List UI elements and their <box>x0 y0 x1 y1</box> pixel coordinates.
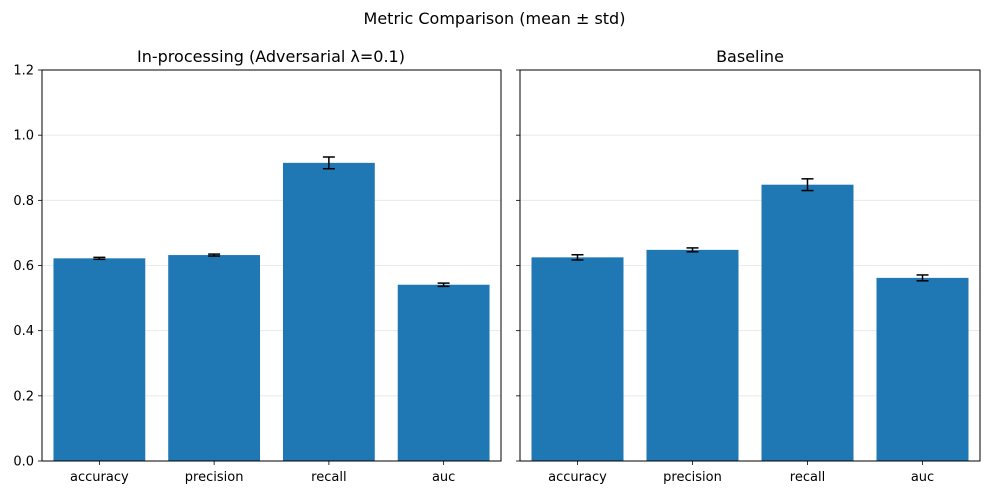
axes-frame <box>519 69 981 462</box>
bar-accuracy <box>531 257 624 461</box>
figure-title: Metric Comparison (mean ± std) <box>364 9 626 28</box>
error-bar-precision <box>686 247 699 253</box>
y-tick-label: 1.0 <box>13 129 34 144</box>
y-tick-label: 0.8 <box>13 194 34 209</box>
error-bar-auc <box>437 282 450 288</box>
x-tick-label-accuracy: accuracy <box>548 470 607 485</box>
y-tick-label: 0.6 <box>13 259 34 274</box>
x-tick-label-precision: precision <box>185 470 244 485</box>
error-bar-recall <box>801 178 814 192</box>
axes-frame <box>41 69 502 462</box>
y-tick-label: 1.2 <box>13 64 34 79</box>
panel-title-in-processing: In-processing (Adversarial λ=0.1) <box>137 47 405 66</box>
x-tick-label-recall: recall <box>790 470 825 485</box>
y-tick-label: 0.0 <box>13 455 34 470</box>
error-bar-precision <box>208 253 221 257</box>
x-tick-label-auc: auc <box>911 470 934 485</box>
error-bar-accuracy <box>571 253 584 261</box>
x-tick-label-recall: recall <box>311 470 346 485</box>
error-bar-accuracy <box>93 256 106 261</box>
y-tick-label: 0.2 <box>13 389 34 404</box>
chart-panel-in-processing: In-processing (Adversarial λ=0.1) accura… <box>13 47 502 485</box>
y-tick-label: 0.4 <box>13 324 34 339</box>
bar-recall <box>282 162 375 462</box>
panel-title-baseline: Baseline <box>716 47 784 66</box>
chart-panel-baseline: Baseline accuracy precision recall auc <box>516 47 981 485</box>
x-tick-label-auc: auc <box>432 470 455 485</box>
x-tick-label-precision: precision <box>663 470 722 485</box>
bar-recall <box>761 184 854 461</box>
error-bar-recall <box>322 156 335 170</box>
bar-auc <box>876 277 969 461</box>
bar-precision <box>646 249 739 461</box>
error-bar-auc <box>916 274 929 282</box>
bar-precision <box>168 255 261 461</box>
bar-accuracy <box>53 258 146 461</box>
bar-auc <box>397 284 490 461</box>
x-tick-label-accuracy: accuracy <box>70 470 129 485</box>
